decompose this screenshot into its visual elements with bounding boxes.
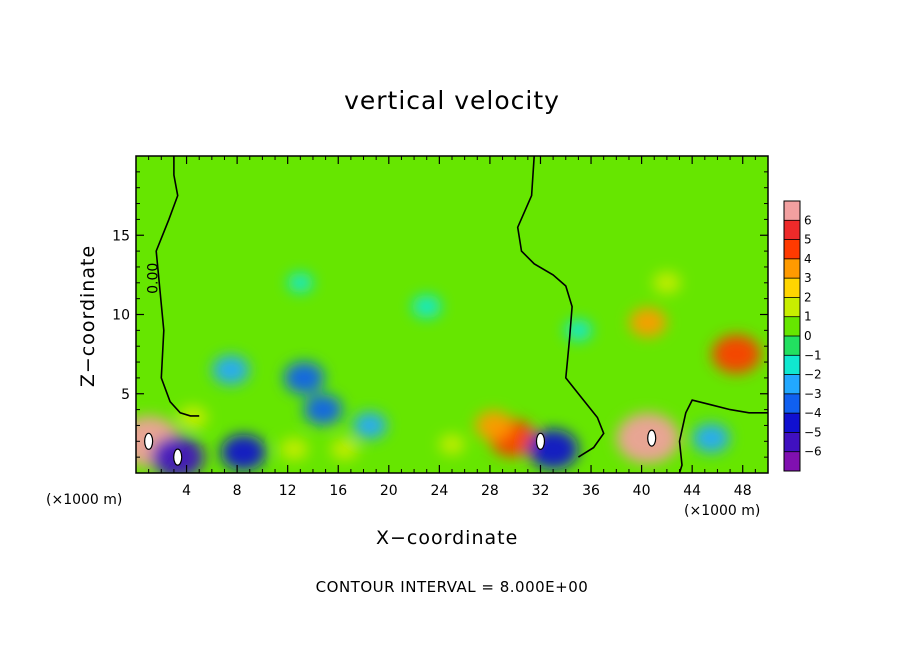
- field-feature: [475, 410, 513, 441]
- field-feature: [629, 307, 667, 338]
- colorbar-swatch: [784, 258, 800, 279]
- colorbar: 6 5 4 3 2 1 0 −1 −2 −3 −4 −5 −6: [783, 200, 822, 472]
- colorbar-swatch: [784, 355, 800, 376]
- x-unit-label-left: (×1000 m): [46, 492, 123, 508]
- peak-contour: [647, 429, 657, 447]
- field-feature: [439, 434, 465, 455]
- x-tick-label: 24: [430, 483, 448, 499]
- colorbar-label: −3: [804, 387, 822, 401]
- colorbar-label: 4: [804, 252, 812, 266]
- contour-interval-note: CONTOUR INTERVAL = 8.000E+00: [315, 578, 589, 596]
- x-tick-label: 44: [683, 483, 701, 499]
- y-axis-label: Z−coordinate: [77, 244, 99, 388]
- velocity-field: [136, 271, 761, 473]
- x-unit-label-right: (×1000 m): [684, 503, 761, 519]
- field-feature: [528, 429, 579, 470]
- x-axis: 4 8 12 16 20 24 28 32 36 40 44 48: [148, 156, 756, 499]
- colorbar-swatch: [784, 239, 800, 260]
- y-tick-label: 10: [112, 308, 130, 324]
- x-tick-label: 8: [233, 483, 242, 499]
- chart-title: vertical velocity: [344, 86, 560, 115]
- colorbar-label: −6: [804, 445, 822, 459]
- peak-contour: [173, 448, 183, 466]
- x-tick-label: 32: [532, 483, 550, 499]
- colorbar-swatch: [784, 393, 800, 414]
- field-feature: [692, 423, 730, 453]
- y-axis: 5 10 15: [112, 171, 768, 458]
- colorbar-label: −2: [804, 368, 822, 382]
- x-tick-label: 20: [380, 483, 398, 499]
- field-feature: [330, 438, 359, 461]
- colorbar-swatch: [784, 220, 800, 241]
- zero-contour-line: [516, 156, 605, 458]
- zero-contours: [144, 156, 768, 473]
- x-tick-label: 12: [279, 483, 297, 499]
- contour-label: 0.00: [145, 263, 161, 294]
- colorbar-swatch: [784, 336, 800, 356]
- field-feature: [279, 438, 309, 461]
- colorbar-label: 5: [804, 233, 812, 247]
- colorbar-label: 6: [804, 213, 812, 227]
- x-tick-label: 28: [481, 483, 499, 499]
- field-feature: [712, 334, 761, 374]
- colorbar-swatch: [784, 374, 800, 395]
- colorbar-label: −4: [804, 406, 822, 420]
- zero-contour-line: [678, 399, 768, 473]
- colorbar-label: 0: [804, 329, 812, 343]
- colorbar-swatch: [784, 451, 800, 472]
- x-axis-label: X−coordinate: [376, 527, 519, 549]
- field-feature: [221, 434, 266, 471]
- x-tick-label: 40: [633, 483, 651, 499]
- zero-contour-line: [155, 156, 200, 417]
- colorbar-swatch: [784, 278, 800, 298]
- colorbar-swatch: [784, 413, 800, 433]
- field-feature: [287, 272, 314, 293]
- x-tick-label: 48: [734, 483, 752, 499]
- colorbar-label: −5: [804, 425, 822, 439]
- field-feature: [411, 294, 442, 319]
- field-feature: [303, 394, 343, 425]
- colorbar-label: 2: [804, 290, 812, 304]
- field-feature: [283, 361, 325, 394]
- colorbar-swatch: [784, 201, 800, 221]
- colorbar-label: 3: [804, 271, 812, 285]
- field-feature: [653, 271, 681, 294]
- x-tick-label: 16: [329, 483, 347, 499]
- field-feature: [352, 411, 387, 439]
- colorbar-swatch: [784, 316, 800, 337]
- x-tick-label: 36: [582, 483, 600, 499]
- peak-contour: [535, 432, 546, 450]
- y-tick-label: 15: [112, 228, 130, 244]
- plot-area: [136, 156, 768, 473]
- peak-contour: [144, 432, 154, 450]
- colorbar-swatch: [784, 297, 800, 318]
- field-feature: [212, 355, 250, 385]
- x-tick-label: 4: [182, 483, 191, 499]
- colorbar-label: −1: [804, 348, 822, 362]
- field-feature: [564, 319, 593, 342]
- y-tick-label: 5: [121, 387, 130, 403]
- colorbar-swatch: [784, 432, 800, 453]
- colorbar-label: 1: [804, 310, 812, 324]
- field-feature: [178, 405, 208, 430]
